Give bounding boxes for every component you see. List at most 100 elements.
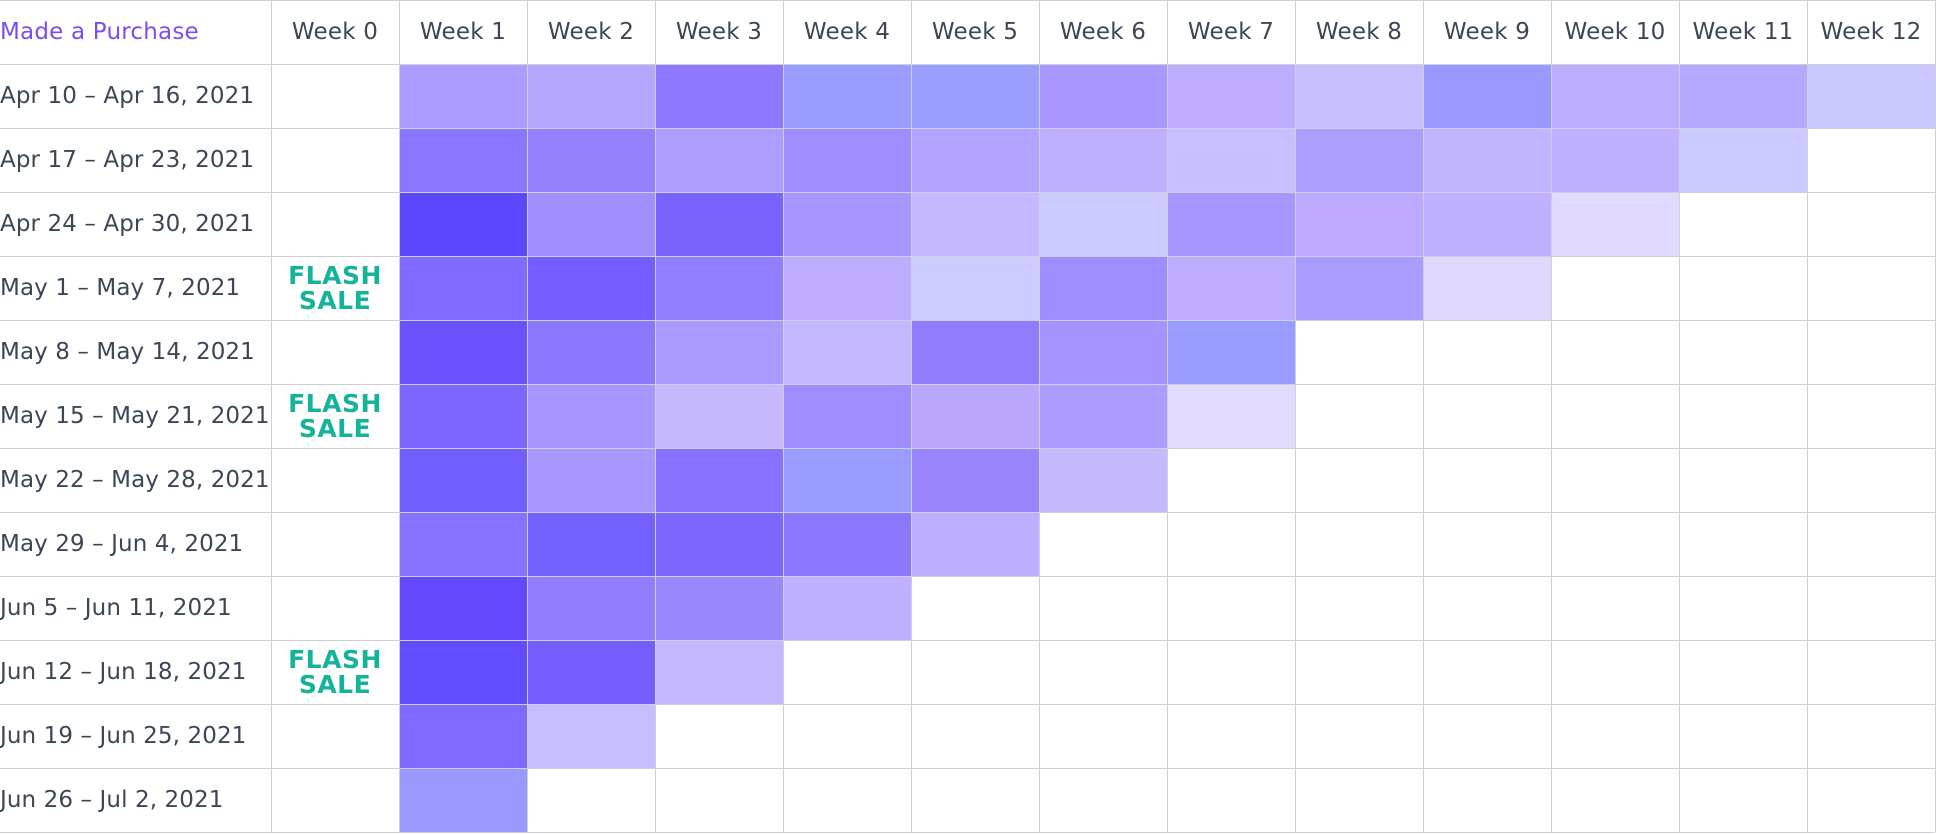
retention-cell[interactable]	[783, 192, 911, 256]
retention-cell[interactable]	[527, 128, 655, 192]
retention-cell[interactable]	[911, 256, 1039, 320]
retention-cell[interactable]	[1679, 128, 1807, 192]
grid-line-horizontal	[0, 192, 1935, 193]
retention-cell[interactable]	[527, 512, 655, 576]
retention-cell[interactable]	[527, 256, 655, 320]
retention-cell[interactable]	[655, 512, 783, 576]
corner-header-made-a-purchase[interactable]: Made a Purchase	[0, 19, 199, 45]
retention-cell[interactable]	[1423, 64, 1551, 128]
flash-sale-text: FLASH	[288, 261, 382, 290]
grid-line-vertical	[1551, 0, 1552, 832]
grid-line-vertical	[911, 0, 912, 832]
retention-cell[interactable]	[1039, 128, 1167, 192]
retention-cell[interactable]	[399, 576, 527, 640]
week-header-10: Week 10	[1564, 19, 1666, 45]
retention-cell[interactable]	[527, 448, 655, 512]
grid-line-horizontal	[0, 768, 1935, 769]
retention-cell[interactable]	[399, 128, 527, 192]
retention-cell[interactable]	[399, 192, 527, 256]
retention-cell[interactable]	[1423, 192, 1551, 256]
retention-cell[interactable]	[399, 256, 527, 320]
retention-cell[interactable]	[527, 640, 655, 704]
retention-cell[interactable]	[783, 512, 911, 576]
retention-cell[interactable]	[783, 576, 911, 640]
week-header-4: Week 4	[803, 19, 891, 45]
retention-cell[interactable]	[1039, 448, 1167, 512]
retention-cell[interactable]	[911, 64, 1039, 128]
retention-cell[interactable]	[1039, 320, 1167, 384]
retention-cell[interactable]	[1039, 384, 1167, 448]
retention-cell[interactable]	[527, 192, 655, 256]
week-header-2: Week 2	[547, 19, 635, 45]
retention-cell[interactable]	[655, 128, 783, 192]
retention-cell[interactable]	[655, 256, 783, 320]
retention-cell[interactable]	[527, 384, 655, 448]
retention-cell[interactable]	[399, 448, 527, 512]
retention-cell[interactable]	[399, 64, 527, 128]
retention-cell[interactable]	[1423, 256, 1551, 320]
retention-cell[interactable]	[527, 320, 655, 384]
retention-cell[interactable]	[783, 448, 911, 512]
retention-cell[interactable]	[655, 320, 783, 384]
retention-cell[interactable]	[911, 320, 1039, 384]
grid-line-vertical	[1679, 0, 1680, 832]
cohort-row-label: Jun 26 – Jul 2, 2021	[0, 787, 224, 813]
retention-cell[interactable]	[1679, 64, 1807, 128]
grid-line-horizontal	[0, 832, 1935, 833]
retention-cell[interactable]	[399, 768, 527, 832]
grid-line-vertical	[399, 0, 400, 832]
retention-cell[interactable]	[911, 192, 1039, 256]
retention-cell[interactable]	[911, 128, 1039, 192]
retention-cell[interactable]	[399, 320, 527, 384]
retention-cell[interactable]	[1295, 256, 1423, 320]
retention-cell[interactable]	[1039, 256, 1167, 320]
cohort-row-label: May 8 – May 14, 2021	[0, 339, 255, 365]
retention-cell[interactable]	[655, 64, 783, 128]
retention-cell[interactable]	[527, 704, 655, 768]
grid-line-vertical	[271, 0, 272, 832]
grid-line-vertical	[1167, 0, 1168, 832]
retention-cell[interactable]	[1167, 384, 1295, 448]
cohort-row-label: Jun 12 – Jun 18, 2021	[0, 659, 247, 685]
retention-cell[interactable]	[1295, 64, 1423, 128]
retention-cell[interactable]	[399, 512, 527, 576]
retention-cell[interactable]	[1295, 192, 1423, 256]
retention-cell[interactable]	[655, 384, 783, 448]
retention-cell[interactable]	[655, 192, 783, 256]
retention-cell[interactable]	[783, 384, 911, 448]
retention-cell[interactable]	[527, 576, 655, 640]
retention-cell[interactable]	[783, 320, 911, 384]
retention-cell[interactable]	[1551, 128, 1679, 192]
retention-cell[interactable]	[527, 64, 655, 128]
retention-cell[interactable]	[655, 448, 783, 512]
retention-cell[interactable]	[1551, 192, 1679, 256]
retention-cell[interactable]	[1423, 128, 1551, 192]
retention-cell[interactable]	[1167, 320, 1295, 384]
retention-cell[interactable]	[1295, 128, 1423, 192]
retention-cell[interactable]	[399, 640, 527, 704]
retention-cell[interactable]	[399, 384, 527, 448]
retention-cell[interactable]	[1167, 128, 1295, 192]
retention-cell[interactable]	[911, 512, 1039, 576]
retention-cell[interactable]	[911, 384, 1039, 448]
retention-cell[interactable]	[783, 256, 911, 320]
retention-cell[interactable]	[1551, 64, 1679, 128]
retention-cell[interactable]	[655, 640, 783, 704]
retention-cell[interactable]	[1167, 64, 1295, 128]
cohort-row-label: May 1 – May 7, 2021	[0, 275, 241, 301]
grid-line-vertical	[1423, 0, 1424, 832]
retention-cell[interactable]	[1167, 256, 1295, 320]
retention-cell[interactable]	[1167, 192, 1295, 256]
retention-cell[interactable]	[655, 576, 783, 640]
week-header-5: Week 5	[931, 19, 1019, 45]
retention-cell[interactable]	[399, 704, 527, 768]
week-header-3: Week 3	[675, 19, 763, 45]
retention-cell[interactable]	[911, 448, 1039, 512]
retention-cell[interactable]	[783, 64, 911, 128]
grid-line-horizontal	[0, 0, 1935, 1]
retention-cell[interactable]	[1039, 64, 1167, 128]
retention-cell[interactable]	[1807, 64, 1935, 128]
retention-cell[interactable]	[783, 128, 911, 192]
retention-cell[interactable]	[1039, 192, 1167, 256]
grid-line-horizontal	[0, 512, 1935, 513]
